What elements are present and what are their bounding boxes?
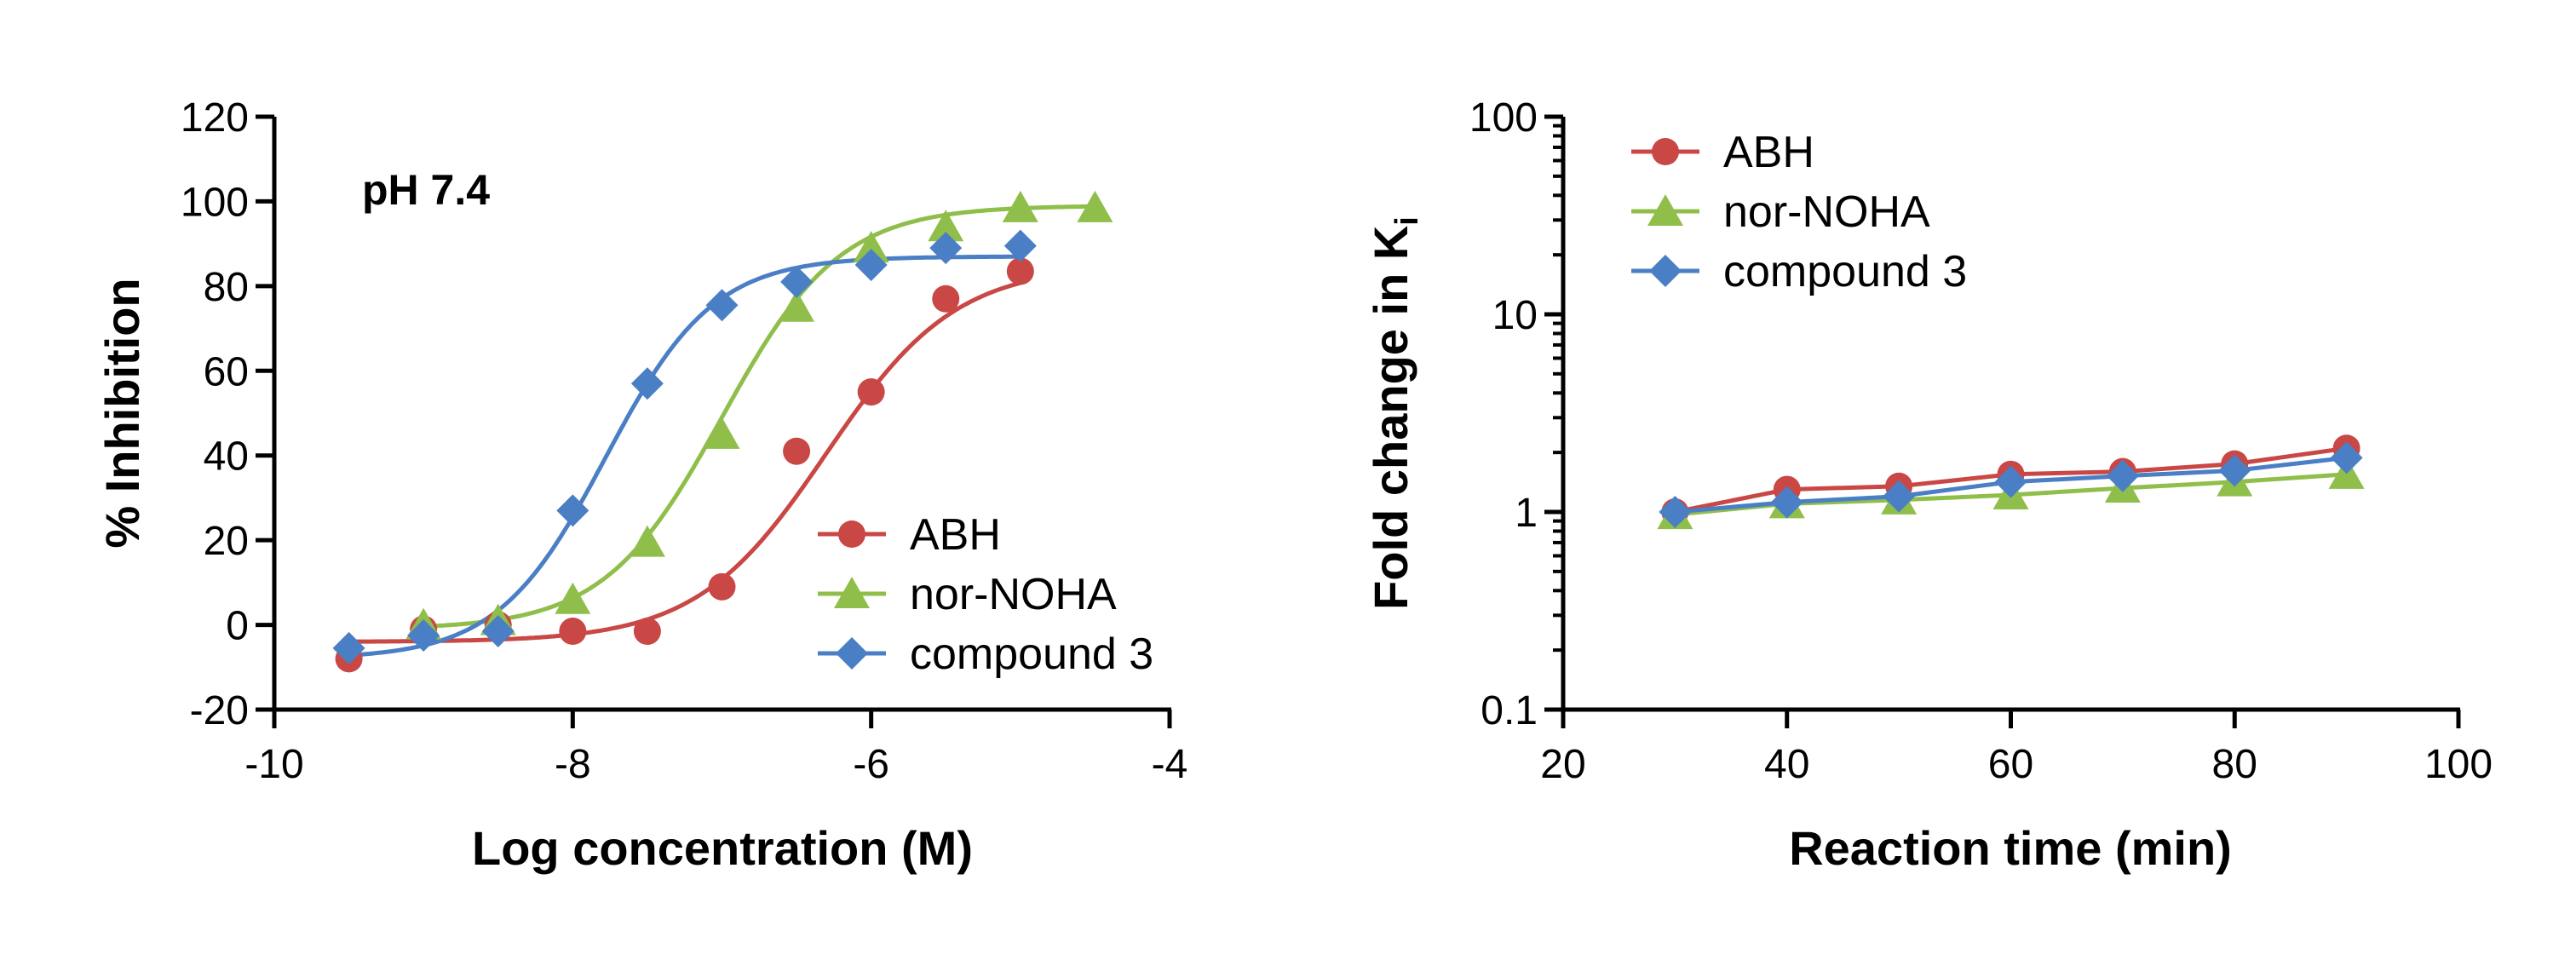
left-x-tick-label: -6: [853, 742, 889, 787]
right-x-tick-label: 40: [1764, 742, 1809, 787]
left-point-abh: [559, 618, 587, 646]
right-point-compound-3: [1883, 480, 1916, 513]
left-point-abh: [708, 572, 736, 601]
right-data-points: [1657, 434, 2365, 530]
left-point-compound-3: [854, 249, 888, 281]
left-point-compound-3: [407, 619, 440, 652]
left-point-abh: [1006, 257, 1034, 285]
left-x-tick-label: -8: [555, 742, 591, 787]
right-point-compound-3: [1659, 496, 1692, 528]
left-point-nor-noha: [928, 210, 964, 242]
right-point-compound-3: [1994, 465, 2027, 498]
left-axes: [272, 117, 1171, 712]
left-point-nor-noha: [704, 417, 740, 449]
left-legend-item-abh: ABH: [818, 510, 1001, 560]
right-y-tick-label: 10: [1492, 293, 1538, 338]
right-y-tick-label: 1: [1515, 491, 1538, 536]
left-point-nor-noha: [1077, 190, 1113, 222]
left-x-tick-label: -10: [244, 742, 303, 787]
right-legend-marker-abh: [1652, 138, 1679, 165]
right-x-ticks: 20 40 60 80 100: [1540, 710, 2493, 787]
right-y-ticks: 0.1 1 10 100: [1469, 95, 1563, 733]
right-legend-marker-nor-noha: [1647, 194, 1683, 226]
left-point-nor-noha: [853, 231, 889, 263]
right-legend-label-nor-noha: nor-NOHA: [1723, 187, 1930, 237]
right-legend-item-abh: ABH: [1631, 128, 1814, 177]
right-point-compound-3: [1770, 486, 1803, 519]
right-y-axis-title-main: Fold change in K: [1364, 226, 1417, 610]
right-x-axis-title: Reaction time (min): [1789, 821, 2232, 875]
left-point-compound-3: [929, 232, 963, 265]
left-fit-curve-abh: [348, 280, 1021, 644]
left-legend-marker-abh: [838, 520, 865, 548]
left-point-abh: [783, 437, 811, 465]
left-y-tick-label: 20: [204, 519, 249, 564]
left-legend-label-compound-3: compound 3: [910, 630, 1153, 679]
left-y-axis-title: % Inhibition: [95, 278, 149, 548]
left-point-compound-3: [780, 265, 814, 298]
right-x-tick-label: 60: [1988, 742, 2033, 787]
left-x-tick-label: -4: [1152, 742, 1188, 787]
left-legend-marker-compound-3: [836, 637, 868, 670]
right-y-tick-label: 0.1: [1481, 688, 1538, 733]
left-point-compound-3: [332, 631, 365, 664]
right-y-tick-label: 100: [1469, 95, 1538, 141]
right-x-tick-label: 100: [2424, 742, 2493, 787]
left-point-abh: [633, 618, 661, 646]
right-legend-marker-compound-3: [1649, 255, 1682, 287]
left-fit-curve-compound-3: [348, 254, 1021, 658]
right-legend: ABH nor-NOHA compound 3: [1631, 128, 1967, 296]
dose-response-chart: -10 -8 -6 -4 -20 0 20 40 60 80 100 120 pH 7.4 Log …: [95, 95, 1187, 875]
left-y-tick-label: 0: [226, 604, 249, 649]
left-legend-label-nor-noha: nor-NOHA: [910, 570, 1117, 619]
left-y-tick-label: 60: [204, 349, 249, 394]
left-y-tick-label: -20: [190, 688, 249, 733]
left-y-tick-label: 80: [204, 265, 249, 310]
right-y-axis-title-subscript: i: [1389, 216, 1425, 226]
left-point-abh: [857, 378, 885, 406]
left-point-compound-3: [556, 494, 589, 527]
left-x-axis-title: Log concentration (M): [472, 821, 973, 875]
left-legend: ABH nor-NOHA compound 3: [818, 510, 1153, 679]
right-point-compound-3: [2106, 459, 2139, 492]
left-legend-label-abh: ABH: [910, 510, 1001, 560]
left-point-nor-noha: [629, 525, 665, 557]
left-point-nor-noha: [1002, 190, 1038, 222]
right-legend-item-nor-noha: nor-NOHA: [1631, 187, 1930, 237]
left-point-nor-noha: [779, 290, 815, 322]
left-fit-curves: [348, 204, 1095, 658]
right-axes: [1561, 117, 2460, 712]
left-data-points: [332, 190, 1113, 673]
left-x-ticks: -10 -8 -6 -4: [244, 710, 1187, 787]
right-legend-label-compound-3: compound 3: [1723, 247, 1967, 296]
left-point-compound-3: [705, 289, 739, 322]
left-y-tick-label: 120: [181, 95, 249, 141]
left-point-compound-3: [1003, 229, 1037, 262]
left-y-tick-label: 100: [181, 180, 249, 225]
right-x-tick-label: 20: [1540, 742, 1585, 787]
left-point-abh: [932, 285, 960, 313]
left-y-tick-label: 40: [204, 434, 249, 480]
left-point-compound-3: [481, 615, 515, 648]
left-point-nor-noha: [555, 582, 591, 614]
left-fit-curve-nor-noha: [423, 204, 1095, 629]
right-point-compound-3: [2330, 441, 2363, 474]
left-point-compound-3: [630, 367, 664, 400]
left-legend-marker-nor-noha: [834, 577, 870, 608]
left-legend-item-nor-noha: nor-NOHA: [818, 570, 1117, 619]
fold-change-chart: 20 40 60 80 100 0.1 1 10 100 Reaction time (min…: [1364, 95, 2493, 875]
right-legend-label-abh: ABH: [1723, 128, 1814, 177]
left-y-ticks: -20 0 20 40 60 80 100 120: [181, 95, 274, 733]
panel-annotation: pH 7.4: [362, 166, 490, 214]
right-y-axis-title: Fold change in Ki: [1364, 216, 1425, 610]
right-x-tick-label: 80: [2212, 742, 2257, 787]
left-legend-item-compound-3: compound 3: [818, 630, 1153, 679]
right-point-compound-3: [2218, 454, 2251, 487]
right-legend-item-compound-3: compound 3: [1631, 247, 1967, 296]
